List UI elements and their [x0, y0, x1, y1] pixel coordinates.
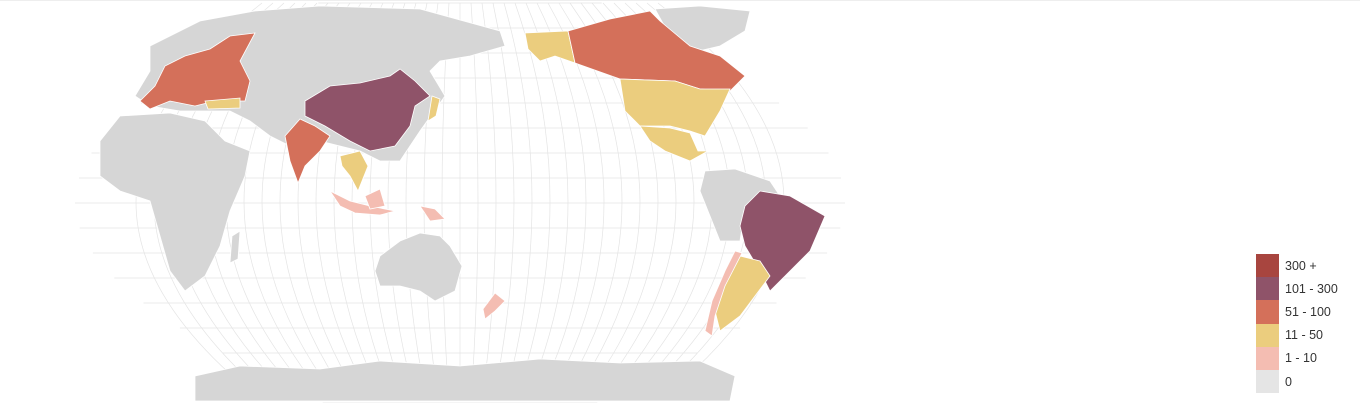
legend-swatch: [1256, 369, 1279, 394]
country-africa[interactable]: [99, 112, 251, 292]
graticule-meridian: [514, 2, 551, 402]
legend-label: 11 - 50: [1285, 328, 1323, 343]
country-europe[interactable]: [139, 32, 256, 110]
country-antarctica[interactable]: [194, 358, 736, 402]
legend-swatch: [1256, 323, 1279, 347]
country-alaska[interactable]: [524, 30, 576, 64]
country-turkey[interactable]: [204, 97, 241, 110]
country-borneo[interactable]: [364, 188, 386, 210]
country-southeast-asia[interactable]: [339, 150, 369, 192]
legend-item: 11 - 50: [1256, 323, 1338, 347]
country-mexico[interactable]: [639, 125, 710, 162]
country-indonesia[interactable]: [328, 189, 396, 216]
legend-swatch: [1256, 277, 1279, 301]
graticule-meridian: [492, 2, 515, 402]
land: [99, 5, 826, 402]
world-map: [75, 2, 845, 403]
country-japan[interactable]: [427, 95, 441, 122]
country-australia[interactable]: [374, 232, 463, 302]
legend-label: 0: [1285, 374, 1292, 389]
country-chile[interactable]: [704, 250, 743, 337]
legend-item: 300 +: [1256, 254, 1338, 278]
country-papua-new-guinea[interactable]: [419, 205, 446, 222]
legend-swatch: [1256, 300, 1279, 324]
legend-item: 51 - 100: [1256, 300, 1338, 324]
legend-label: 300 +: [1285, 258, 1317, 273]
legend-swatch: [1256, 254, 1279, 278]
country-new-zealand[interactable]: [482, 292, 506, 320]
country-argentina[interactable]: [714, 255, 771, 332]
legend-item: 101 - 300: [1256, 277, 1338, 301]
legend-item: 0: [1256, 369, 1338, 394]
graticule-meridian: [503, 2, 533, 402]
legend-item: 1 - 10: [1256, 346, 1338, 370]
country-madagascar[interactable]: [229, 230, 241, 264]
graticule-meridian: [481, 2, 497, 402]
graticule-meridian: [441, 2, 450, 402]
legend-label: 101 - 300: [1285, 281, 1338, 296]
country-usa[interactable]: [619, 78, 731, 137]
legend-swatch: [1256, 346, 1279, 370]
country-india[interactable]: [284, 118, 331, 185]
legend: 300 + 101 - 300 51 - 100 11 - 50 1 - 10 0: [1256, 254, 1338, 394]
legend-label: 1 - 10: [1285, 351, 1317, 366]
country-china[interactable]: [304, 68, 431, 152]
graticule-meridian: [470, 2, 479, 402]
legend-label: 51 - 100: [1285, 304, 1331, 319]
